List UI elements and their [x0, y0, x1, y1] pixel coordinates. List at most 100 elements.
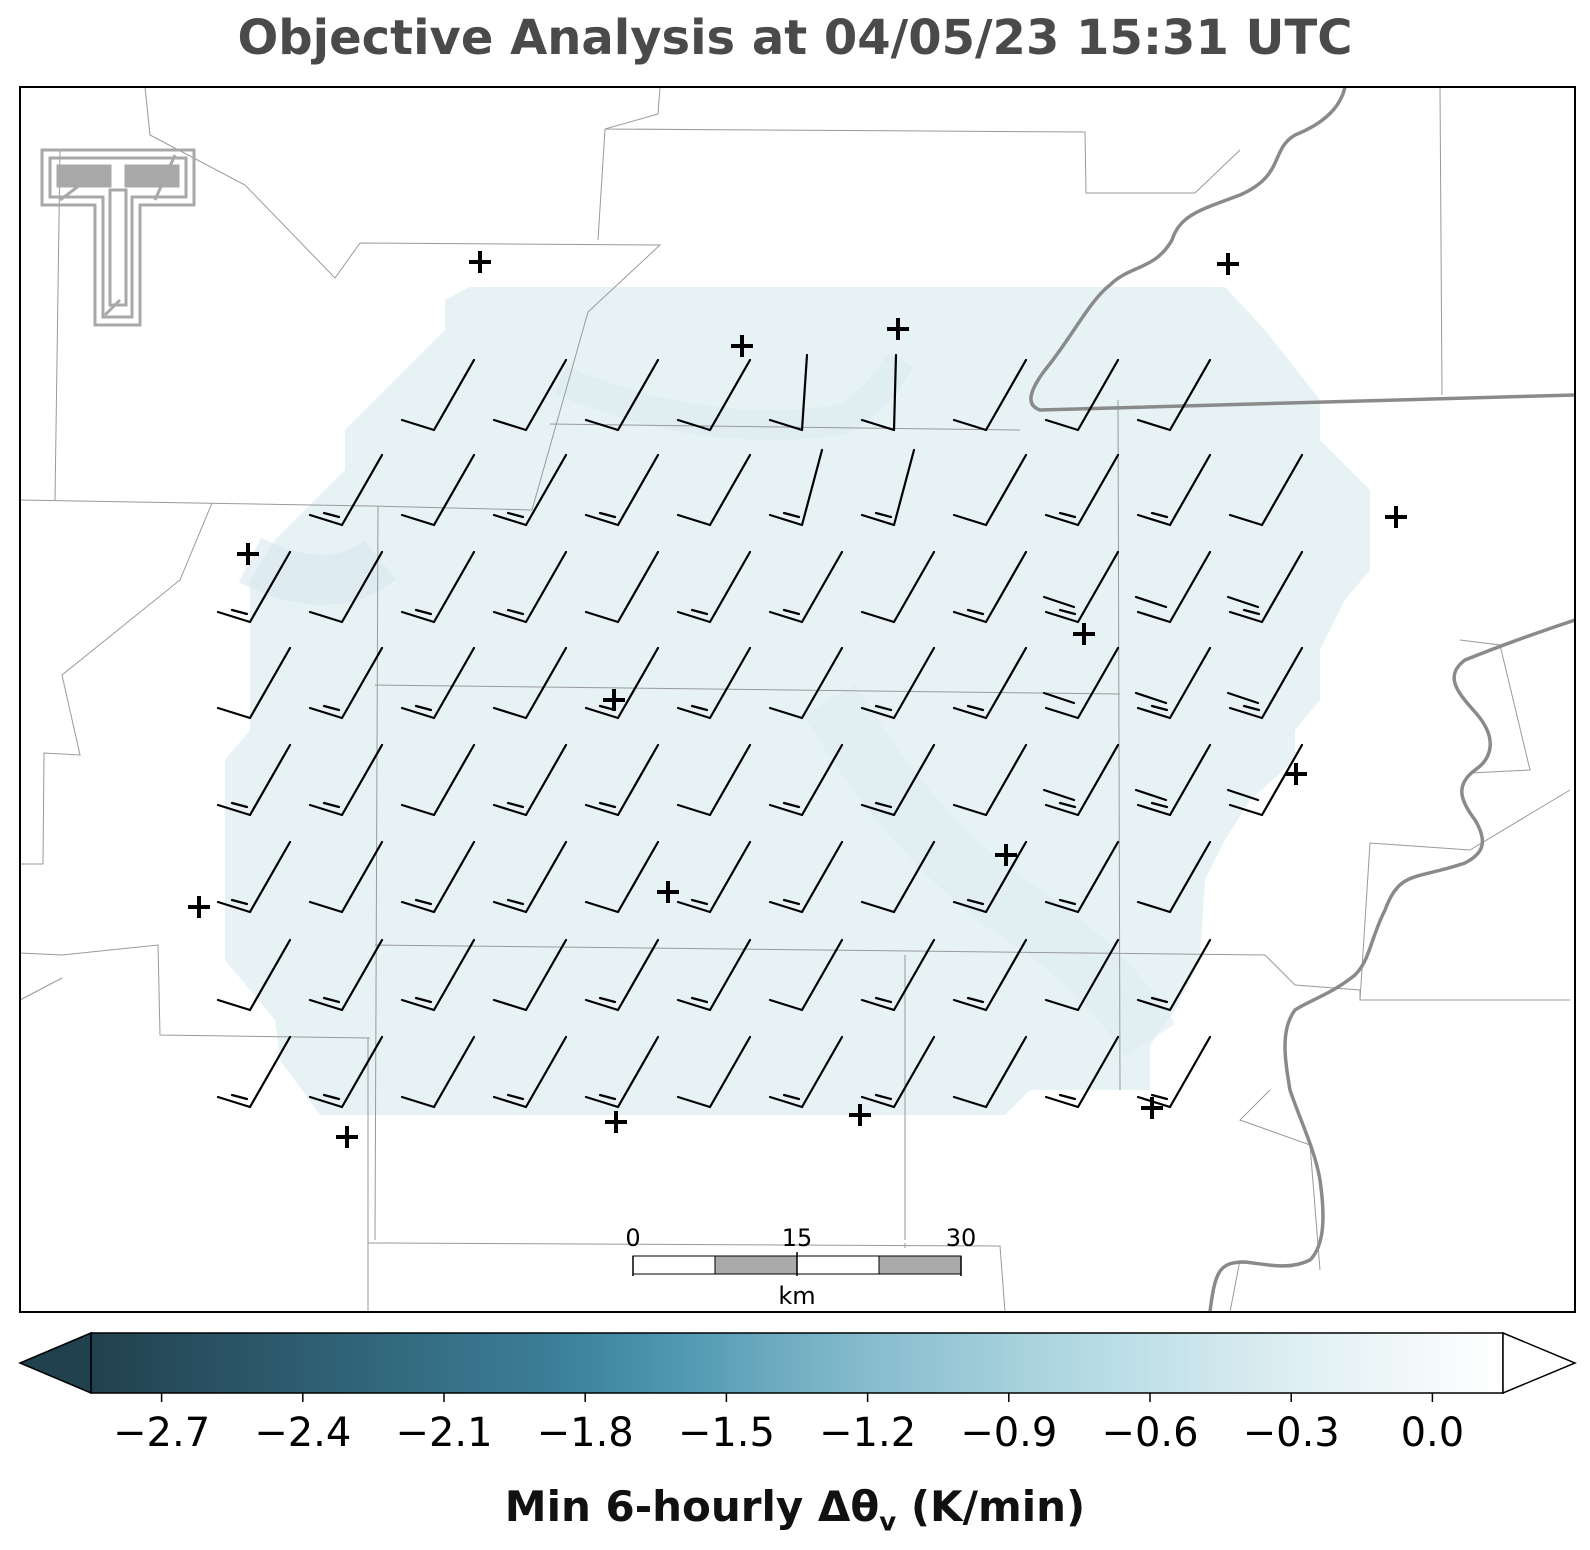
wind-barb [860, 840, 936, 914]
wind-barb [400, 550, 476, 624]
wind-barb [492, 646, 568, 720]
colorbar: −2.7 −2.4 −2.1 −1.8 −1.5 −1.2 −0.9 −0.6 −0.3 0.0 [18, 1331, 1577, 1456]
wind-barb [1134, 646, 1212, 720]
colorbar-label-sub: v [879, 1507, 897, 1538]
wind-barb [584, 938, 660, 1012]
station-marker [887, 318, 909, 340]
wind-barb [308, 646, 384, 720]
wind-barb [1044, 1035, 1120, 1109]
wind-barb [676, 358, 752, 432]
wind-barb [492, 938, 568, 1012]
colorbar-tick-label: 0.0 [1401, 1410, 1465, 1456]
wind-barb [768, 840, 844, 914]
wind-barb [860, 743, 936, 817]
wind-barb [400, 1035, 476, 1109]
scale-label-15: 15 [782, 1224, 813, 1252]
station-marker [605, 1111, 627, 1133]
wind-barb [308, 453, 384, 527]
wind-barb [1134, 743, 1212, 817]
wind-barb [860, 646, 936, 720]
wind-barb [1042, 550, 1120, 624]
wind-barb [1044, 358, 1120, 432]
wind-barb [492, 550, 568, 624]
colorbar-tick-label: −2.1 [395, 1410, 492, 1456]
station-marker [1073, 623, 1095, 645]
colorbar-tick-label: −1.8 [537, 1410, 634, 1456]
wind-barb [952, 1035, 1028, 1109]
wind-barb [1136, 358, 1212, 432]
wind-barb [400, 840, 476, 914]
wind-barb [1136, 840, 1212, 914]
wind-barb [400, 358, 476, 432]
wind-barb [676, 646, 752, 720]
wind-barb [216, 938, 292, 1012]
wind-barb [676, 1035, 752, 1109]
wind-barb [768, 550, 844, 624]
texas-tech-logo-icon [40, 148, 196, 327]
station-marker [469, 251, 491, 273]
colorbar-body [90, 1332, 1504, 1394]
wind-barb [584, 1035, 660, 1109]
wind-barb [584, 550, 660, 624]
wind-barb [308, 1035, 384, 1109]
scale-label-30: 30 [946, 1224, 977, 1252]
wind-barb [584, 840, 660, 914]
wind-barb [492, 453, 568, 527]
state-boundaries [1029, 86, 1576, 1313]
wind-barb [308, 743, 384, 817]
wind-barb [584, 453, 660, 527]
wind-barb [952, 358, 1028, 432]
wind-barb [768, 743, 844, 817]
station-marker [336, 1126, 358, 1148]
wind-barb [952, 743, 1028, 817]
wind-barb [1226, 743, 1304, 817]
wind-barb [492, 1035, 568, 1109]
wind-barb [1044, 938, 1120, 1012]
station-marker [1385, 506, 1407, 528]
wind-barb [952, 938, 1028, 1012]
wind-barb [216, 646, 292, 720]
analysis-field [225, 287, 1370, 1115]
wind-barb [768, 938, 844, 1012]
station-marker [849, 1104, 871, 1126]
wind-barb [768, 1035, 844, 1109]
wind-barb [952, 646, 1028, 720]
wind-barb [492, 358, 568, 432]
station-marker [1285, 763, 1307, 785]
wind-barb [860, 1035, 936, 1109]
station-marker [603, 689, 625, 711]
station-marker [1141, 1097, 1163, 1119]
scale-label-0: 0 [625, 1224, 640, 1252]
wind-barb [400, 453, 476, 527]
wind-barb [768, 353, 809, 432]
wind-barb [676, 743, 752, 817]
wind-barb [1042, 646, 1120, 720]
colorbar-label-unit: (K/min) [896, 1482, 1086, 1531]
wind-barb [308, 550, 384, 624]
wind-barb [308, 938, 384, 1012]
wind-barb [584, 743, 660, 817]
county-boundaries [19, 86, 1571, 1313]
wind-barb [768, 646, 844, 720]
wind-barb [216, 1035, 292, 1109]
wind-barb [492, 840, 568, 914]
map-frame [19, 86, 1576, 1313]
wind-barb [1044, 453, 1120, 527]
colorbar-tick-label: −0.9 [960, 1410, 1057, 1456]
colorbar-label: Min 6-hourly Δθv (K/min) [0, 1482, 1590, 1537]
station-marker [657, 881, 679, 903]
wind-barb [400, 743, 476, 817]
wind-barb [676, 453, 752, 527]
wind-barb [1042, 743, 1120, 817]
station-marker [995, 844, 1017, 866]
station-marker [1217, 253, 1239, 275]
colorbar-tick-label: −1.2 [819, 1410, 916, 1456]
wind-barb [1226, 550, 1304, 624]
colorbar-tick-label: −2.7 [113, 1410, 210, 1456]
wind-barb [1136, 453, 1212, 527]
station-marker [237, 543, 259, 565]
wind-barb [1226, 646, 1304, 720]
wind-barb [860, 550, 936, 624]
wind-barb [308, 840, 384, 914]
scale-bar: 0 15 30 km [625, 1224, 976, 1310]
